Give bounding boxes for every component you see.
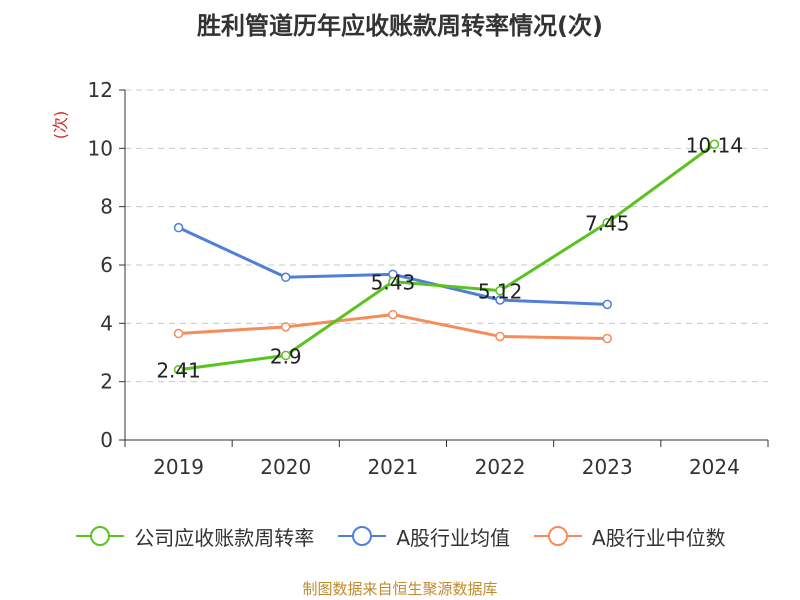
data-point (495, 285, 505, 296)
legend-item: A股行业均值 (336, 522, 510, 551)
x-tick-label: 2019 (153, 455, 204, 479)
data-labels: 2.41 2.9 5.43 5.12 7.45 10.14 (156, 133, 743, 382)
data-point (173, 328, 184, 339)
legend-label: A股行业均值 (396, 525, 510, 550)
data-label: 7.45 (585, 212, 630, 236)
legend: 公司应收账款周转率 A股行业均值 A股行业中位数 (0, 518, 800, 554)
data-point (495, 295, 505, 305)
y-tick-label: 4 (100, 311, 113, 335)
y-tick-label: 0 (100, 428, 113, 452)
legend-item: 公司应收账款周转率 (74, 522, 314, 551)
source-note: 制图数据来自恒生聚源数据库 (302, 580, 498, 598)
y-tick-label: 10 (88, 136, 113, 160)
data-point (281, 272, 291, 282)
data-point (709, 139, 720, 149)
data-label: 2.9 (270, 344, 302, 368)
data-point (602, 217, 612, 228)
series-lines (173, 139, 720, 375)
data-point (173, 364, 184, 375)
data-label: 5.12 (478, 280, 523, 304)
data-point (602, 299, 612, 310)
y-axis-label: (次) (51, 111, 70, 140)
data-point (388, 309, 398, 320)
data-point (495, 331, 505, 342)
data-point (173, 222, 184, 233)
x-tick-label: 2020 (260, 455, 311, 479)
series-line (178, 143, 716, 372)
data-point (388, 276, 398, 287)
data-label: 2.41 (156, 359, 201, 383)
chart-title: 胜利管道历年应收账款周转率情况(次) (197, 12, 603, 40)
data-label: 5.43 (371, 271, 416, 295)
data-point (281, 322, 291, 332)
grid-lines (125, 89, 768, 383)
y-tick-label: 12 (88, 78, 113, 102)
legend-swatch (338, 526, 387, 546)
y-tick-label: 8 (100, 195, 113, 219)
y-tick-label: 2 (100, 370, 113, 394)
legend-label: A股行业中位数 (592, 525, 726, 550)
x-tick-label: 2024 (689, 455, 740, 479)
legend-swatch (534, 526, 582, 546)
data-point (602, 333, 612, 344)
legend-item: A股行业中位数 (532, 522, 726, 551)
legend-label: 公司应收账款周转率 (134, 525, 315, 550)
axes: 0 2 4 6 8 10 12 2019 2020 2021 2022 2023 2024 (次) (51, 78, 769, 479)
x-tick-label: 2021 (367, 455, 418, 479)
data-point (281, 350, 291, 361)
legend-swatch (76, 526, 125, 546)
x-tick-label: 2023 (582, 455, 633, 479)
x-tick-label: 2022 (475, 455, 526, 479)
data-label: 10.14 (686, 133, 743, 157)
y-tick-label: 6 (100, 253, 113, 277)
